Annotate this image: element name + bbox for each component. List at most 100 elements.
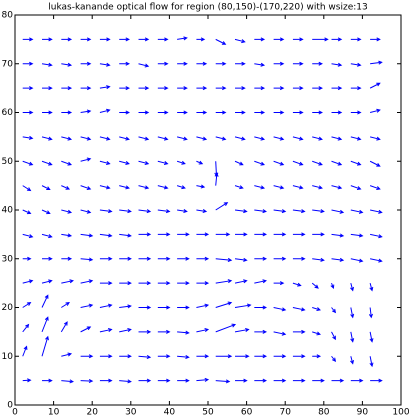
flow-arrow	[350, 110, 362, 115]
flow-arrow	[80, 233, 94, 238]
flow-arrow	[61, 233, 73, 238]
flow-arrow	[61, 37, 73, 42]
flow-arrow	[234, 185, 244, 190]
flow-arrow	[99, 354, 113, 359]
flow-arrow	[196, 86, 208, 91]
flow-arrow	[215, 136, 227, 141]
flow-arrow	[215, 379, 231, 384]
flow-arrow	[22, 37, 34, 42]
flow-arrow	[292, 282, 302, 287]
flow-arrow	[80, 303, 94, 308]
flow-arrow	[312, 257, 325, 262]
flow-arrow	[80, 279, 94, 284]
flow-arrow	[99, 303, 113, 308]
flow-arrow	[157, 305, 171, 310]
flow-arrow	[350, 356, 354, 365]
flow-arrow	[42, 378, 53, 383]
x-tick-label: 20	[86, 408, 98, 418]
flow-arrow	[99, 209, 113, 214]
flow-arrow	[80, 326, 92, 333]
flow-arrow	[196, 377, 210, 382]
flow-arrow	[138, 305, 152, 310]
flow-arrow	[331, 257, 345, 262]
flow-arrow	[330, 282, 335, 290]
y-tick-label: 20	[2, 303, 14, 313]
flow-arrow	[41, 160, 53, 166]
flow-arrow	[215, 86, 227, 91]
flow-arrow	[99, 37, 111, 42]
flow-arrow	[312, 160, 323, 166]
flow-arrow	[22, 61, 34, 66]
flow-arrow	[157, 329, 171, 334]
flow-arrow	[99, 185, 111, 190]
flow-arrow	[80, 378, 94, 384]
flow-arrow	[80, 61, 92, 66]
flow-arrow	[350, 233, 364, 238]
flow-arrow	[273, 331, 287, 336]
flow-arrow	[292, 307, 306, 312]
flow-arrow	[292, 209, 306, 214]
flow-arrow	[177, 209, 188, 214]
flow-arrow	[119, 110, 130, 115]
flow-arrow	[61, 379, 74, 384]
flow-arrow	[196, 136, 208, 141]
flow-arrow	[22, 160, 34, 166]
flow-arrow	[312, 110, 323, 115]
flow-arrow	[177, 256, 190, 261]
flow-arrow	[273, 110, 285, 115]
flow-arrow	[331, 209, 345, 214]
flow-arrow	[331, 160, 343, 166]
flow-arrow	[22, 86, 34, 91]
flow-arrow	[235, 61, 246, 66]
flow-arrow	[312, 209, 325, 214]
x-tick-label: 100	[392, 408, 409, 418]
flow-arrow	[215, 38, 227, 45]
flow-arrow	[331, 136, 343, 141]
flow-arrow	[312, 354, 322, 359]
flow-arrow	[312, 378, 325, 383]
flow-arrow	[235, 232, 248, 237]
flow-arrow	[61, 352, 73, 357]
flow-arrow	[331, 185, 343, 190]
flow-arrow	[273, 354, 287, 359]
flow-arrow	[80, 109, 92, 114]
flow-arrow	[119, 304, 132, 309]
flow-arrow	[177, 281, 190, 286]
flow-arrow	[119, 354, 132, 359]
flow-arrow	[157, 232, 171, 237]
flow-arrow	[292, 61, 304, 66]
flow-arrow	[350, 307, 355, 319]
flow-arrow	[99, 328, 113, 333]
flow-arrow	[177, 330, 190, 335]
flow-arrow	[119, 37, 130, 42]
flow-arrow	[370, 258, 383, 263]
flow-arrow	[177, 61, 188, 66]
flow-arrow	[119, 256, 132, 261]
flow-arrow	[138, 86, 150, 91]
flow-arrow	[80, 86, 92, 91]
x-tick-label: 70	[279, 408, 291, 418]
flow-arrow	[254, 110, 266, 115]
flow-arrow	[370, 60, 383, 65]
flow-arrow	[292, 185, 304, 190]
y-tick-label: 10	[2, 352, 14, 362]
flow-arrow	[157, 354, 171, 359]
flow-arrow	[370, 209, 383, 214]
flow-arrow	[22, 135, 34, 140]
flow-arrow	[177, 110, 188, 115]
flow-arrow	[119, 185, 130, 190]
x-tick-label: 40	[164, 408, 176, 418]
flow-arrow	[215, 202, 229, 211]
flow-arrow	[22, 323, 30, 333]
flow-arrow	[176, 136, 188, 141]
flow-arrow	[138, 185, 150, 190]
flow-arrow	[234, 257, 248, 262]
flow-arrow	[157, 86, 169, 91]
flow-arrow	[350, 185, 362, 190]
flow-arrow	[177, 354, 190, 360]
flow-arrow	[196, 110, 208, 115]
flow-arrow	[369, 282, 374, 292]
flow-arrow	[119, 328, 132, 333]
flow-arrow	[273, 61, 285, 66]
flow-arrow	[157, 160, 169, 165]
